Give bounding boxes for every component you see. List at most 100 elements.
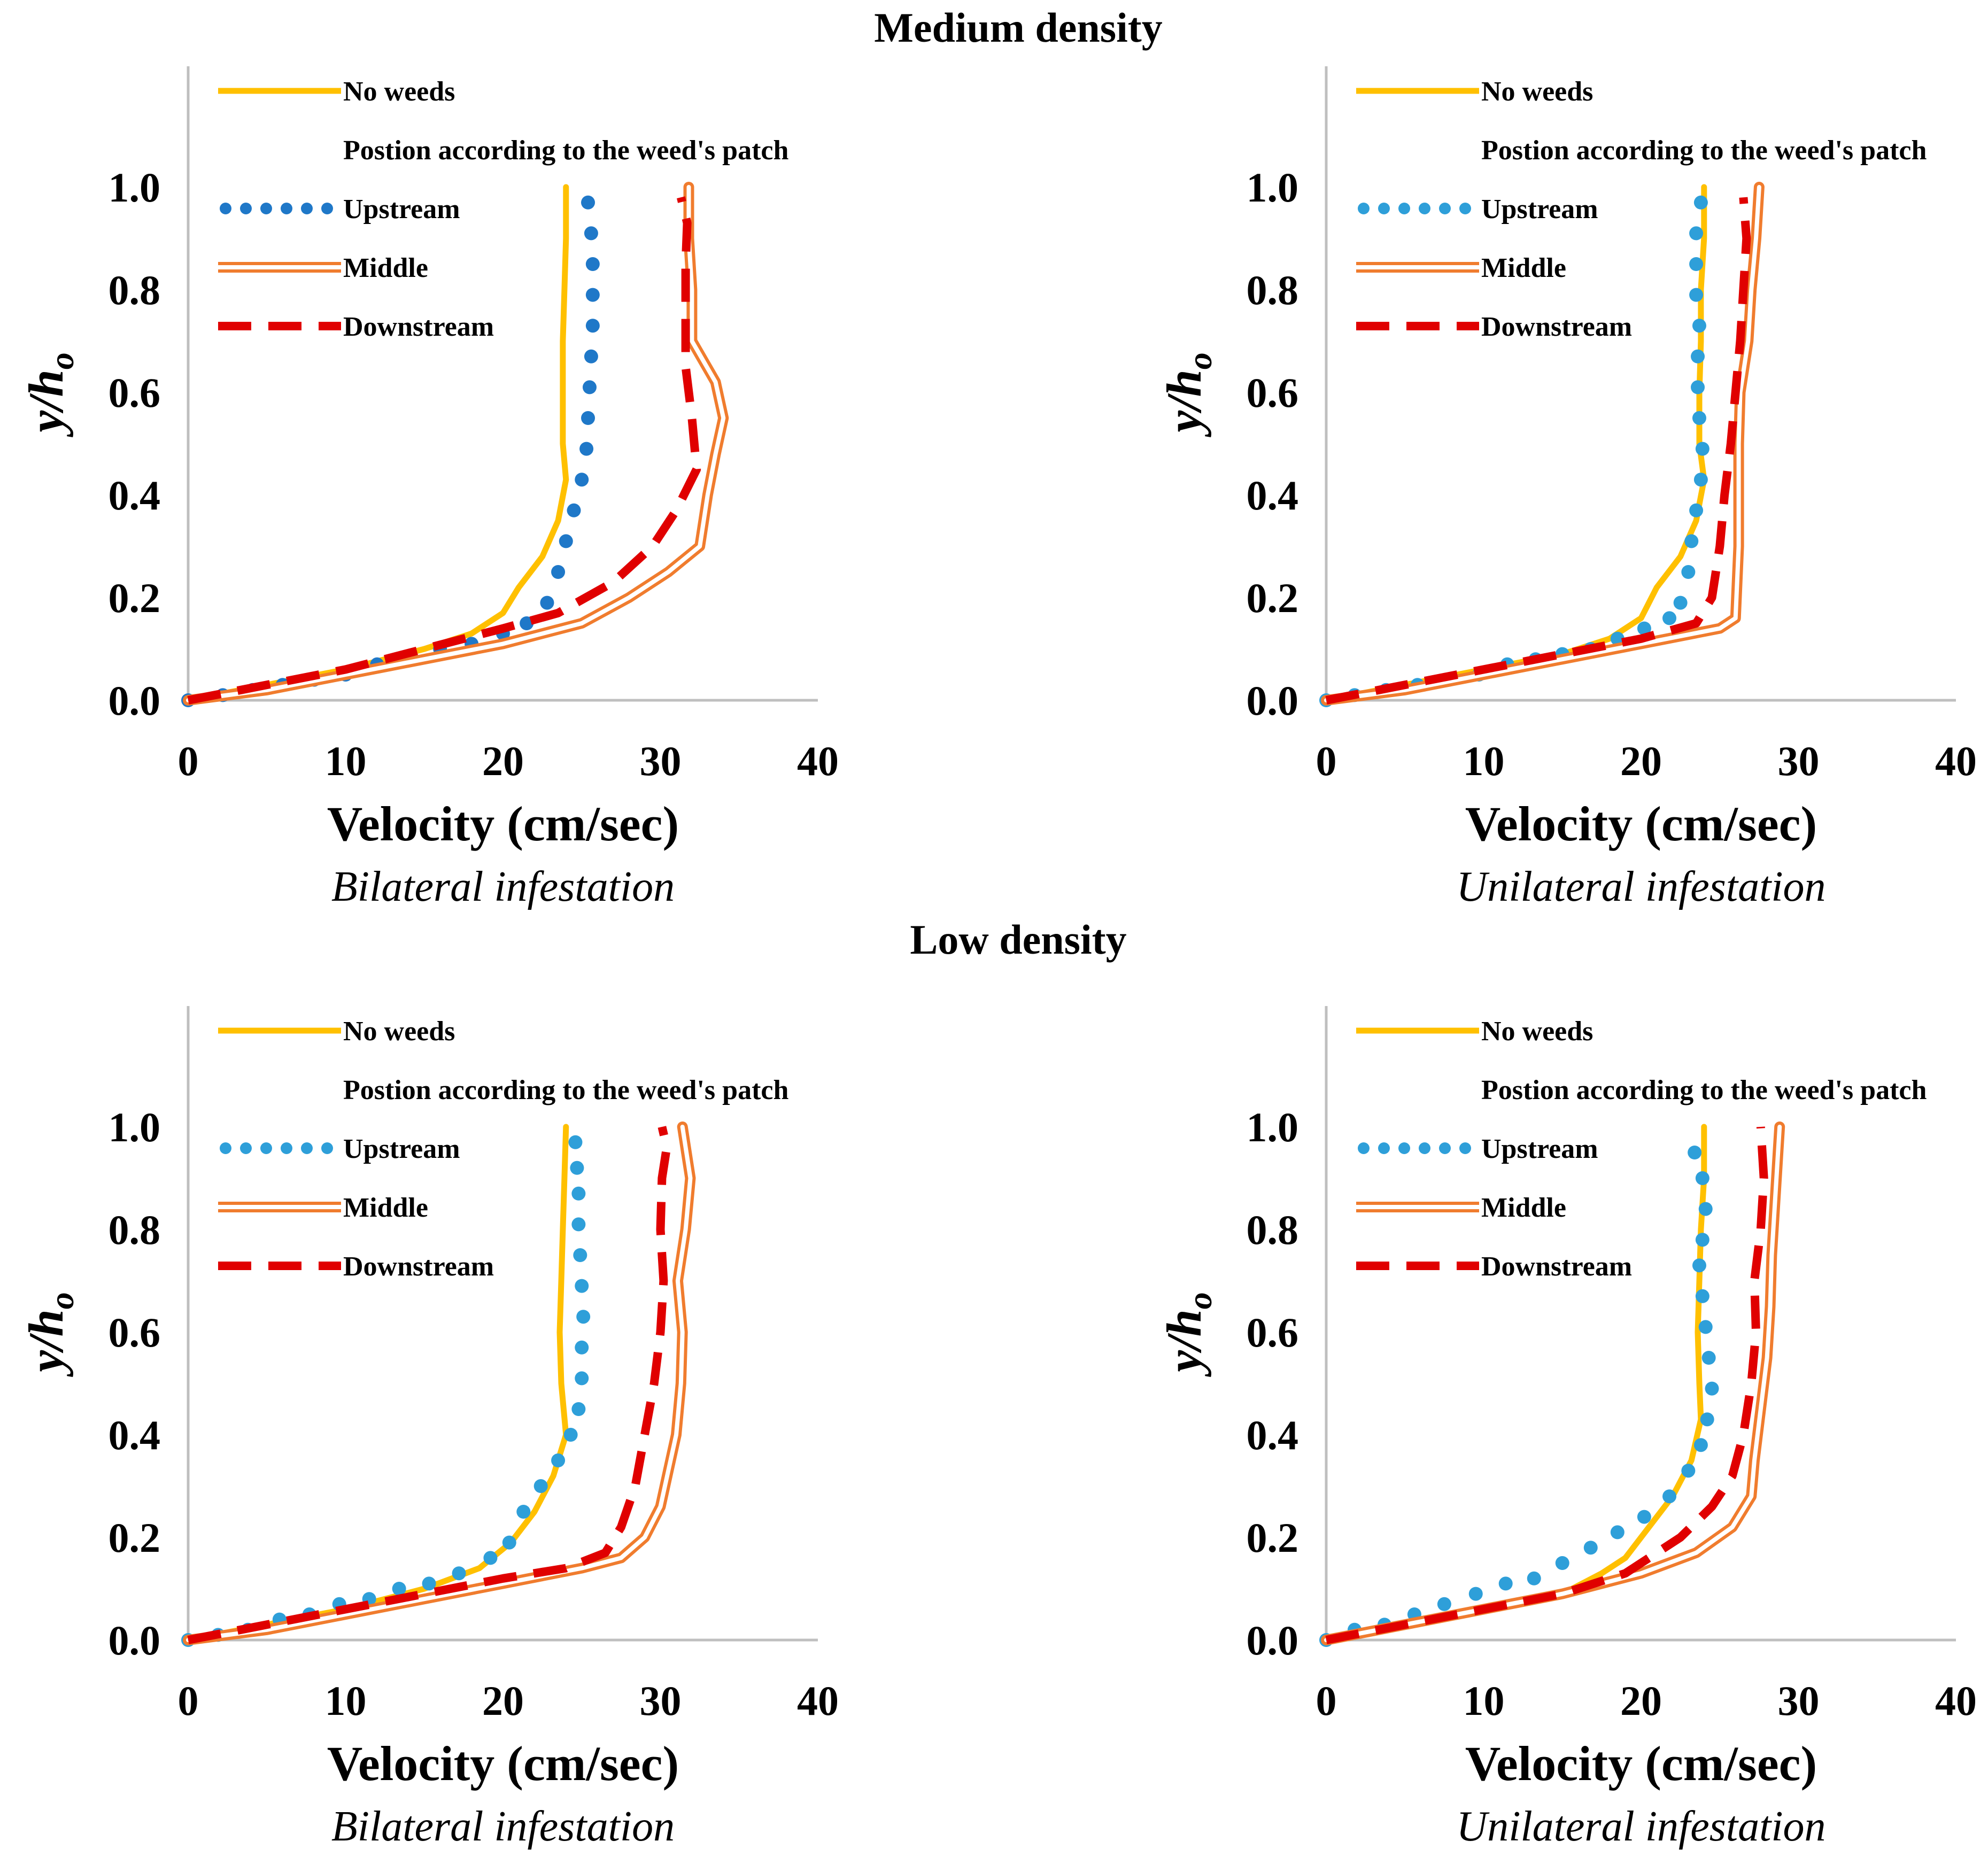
series-point-upstream xyxy=(520,616,534,630)
legend-swatch-upstream xyxy=(260,1142,272,1154)
y-tick-label: 0.4 xyxy=(109,1412,161,1458)
series-point-upstream xyxy=(575,1279,589,1293)
legend-swatch-upstream xyxy=(1459,1142,1471,1154)
legend-label-no-weeds: No weeds xyxy=(343,76,455,107)
series-point-upstream xyxy=(516,1505,531,1519)
x-tick-label: 30 xyxy=(640,1677,682,1724)
series-point-upstream xyxy=(1583,1541,1598,1555)
series-point-upstream xyxy=(1695,1171,1709,1185)
section-title-low: Low density xyxy=(910,916,1126,963)
legend-swatch-upstream xyxy=(1439,1142,1451,1154)
legend-swatch-upstream xyxy=(220,203,231,214)
x-tick-label: 10 xyxy=(325,1677,367,1724)
legend-label-downstream: Downstream xyxy=(343,312,494,342)
series-point-upstream xyxy=(1681,565,1696,579)
x-tick-label: 20 xyxy=(1620,738,1662,784)
series-point-upstream xyxy=(576,1310,591,1324)
legend-swatch-upstream xyxy=(1459,203,1471,214)
y-tick-label: 0.6 xyxy=(1247,369,1299,416)
y-tick-label: 1.0 xyxy=(109,1104,161,1150)
series-point-upstream xyxy=(1662,1489,1677,1504)
series-point-upstream xyxy=(571,1186,586,1201)
legend: No weeds Postion according to the weed's … xyxy=(1356,76,1927,342)
series-point-upstream xyxy=(1695,442,1709,456)
series-point-upstream xyxy=(540,595,554,610)
series-line-middle-inner xyxy=(186,185,726,702)
x-tick-label: 0 xyxy=(178,1677,199,1724)
legend-swatch-upstream xyxy=(301,1142,313,1154)
series-point-upstream xyxy=(551,565,566,579)
series-point-upstream xyxy=(575,1371,589,1386)
series-point-upstream xyxy=(1700,1412,1714,1427)
series-point-upstream xyxy=(1610,631,1625,646)
series-point-upstream xyxy=(422,1576,436,1591)
series-point-upstream xyxy=(1610,1525,1625,1540)
x-axis-title: Velocity (cm/sec) xyxy=(327,796,679,851)
y-tick-label: 0.6 xyxy=(109,369,161,416)
series-point-upstream xyxy=(1662,611,1677,625)
series-point-upstream xyxy=(483,1551,498,1565)
y-tick-label: 0.4 xyxy=(1247,1412,1299,1458)
x-tick-label: 30 xyxy=(1778,738,1820,784)
series-point-upstream xyxy=(1693,473,1708,487)
series-point-upstream xyxy=(1705,1381,1719,1396)
y-tick-label: 0.8 xyxy=(109,1206,161,1253)
x-tick-label: 20 xyxy=(482,1677,524,1724)
series-point-upstream xyxy=(585,257,600,271)
series-point-upstream xyxy=(570,1161,584,1175)
series-point-upstream xyxy=(582,380,597,395)
series-point-upstream xyxy=(1673,595,1688,610)
y-axis-title: y/ho xyxy=(1157,1292,1219,1378)
legend-label-upstream: Upstream xyxy=(1481,1134,1598,1164)
legend-swatch-upstream xyxy=(301,203,313,214)
series-point-upstream xyxy=(1698,1320,1713,1334)
y-axis-title: y/ho xyxy=(1157,352,1219,438)
legend-label-no-weeds: No weeds xyxy=(1481,76,1593,107)
legend-label-upstream: Upstream xyxy=(343,194,460,225)
series-point-upstream xyxy=(563,1428,578,1442)
chart-subtitle: Unilateral infestation xyxy=(1456,863,1825,910)
legend-label-upstream: Upstream xyxy=(1481,194,1598,225)
series-line-middle-inner xyxy=(1324,1125,1782,1642)
x-axis-title: Velocity (cm/sec) xyxy=(1465,796,1817,851)
series-point-upstream xyxy=(1691,380,1705,395)
y-tick-label: 0.8 xyxy=(1247,1206,1299,1253)
series-point-upstream xyxy=(1684,534,1699,548)
legend-swatch-upstream xyxy=(1358,203,1370,214)
series-group xyxy=(1319,182,1765,707)
series-line-downstream xyxy=(1325,1126,1768,1644)
x-tick-label: 0 xyxy=(1316,1677,1337,1724)
x-tick-label: 40 xyxy=(797,738,839,784)
series-point-upstream xyxy=(1637,1510,1651,1524)
x-axis-title: Velocity (cm/sec) xyxy=(1465,1736,1817,1791)
y-tick-label: 1.0 xyxy=(1247,1104,1299,1150)
legend-swatch-upstream xyxy=(1378,203,1390,214)
legend-swatch-upstream xyxy=(1358,1142,1370,1154)
legend-swatch-upstream xyxy=(1419,203,1430,214)
chart-subtitle: Bilateral infestation xyxy=(331,863,675,910)
series-point-upstream xyxy=(1527,1571,1541,1585)
legend-swatch-upstream xyxy=(321,1142,333,1154)
y-tick-label: 0.2 xyxy=(109,575,161,621)
y-tick-label: 0.8 xyxy=(109,267,161,313)
series-point-upstream xyxy=(1689,288,1704,302)
series-point-upstream xyxy=(452,1566,466,1581)
series-point-upstream xyxy=(1692,319,1706,333)
series-point-upstream xyxy=(575,473,589,487)
y-tick-label: 0.2 xyxy=(109,1514,161,1561)
series-point-upstream xyxy=(1701,1351,1716,1365)
legend-header: Postion according to the weed's patch xyxy=(343,135,788,166)
y-tick-label: 0.0 xyxy=(109,1617,161,1664)
series-line-middle-inner xyxy=(1324,185,1761,702)
y-tick-label: 0.2 xyxy=(1247,1514,1299,1561)
y-tick-label: 0.8 xyxy=(1247,267,1299,313)
legend-label-downstream: Downstream xyxy=(1481,1251,1632,1282)
legend-swatch-upstream xyxy=(281,1142,292,1154)
x-tick-label: 10 xyxy=(1463,1677,1505,1724)
legend-swatch-upstream xyxy=(240,203,252,214)
series-point-upstream xyxy=(581,195,595,210)
series-point-upstream xyxy=(571,1402,586,1416)
series-line-middle-inner xyxy=(186,1125,693,1642)
chart-subtitle: Bilateral infestation xyxy=(331,1803,675,1850)
